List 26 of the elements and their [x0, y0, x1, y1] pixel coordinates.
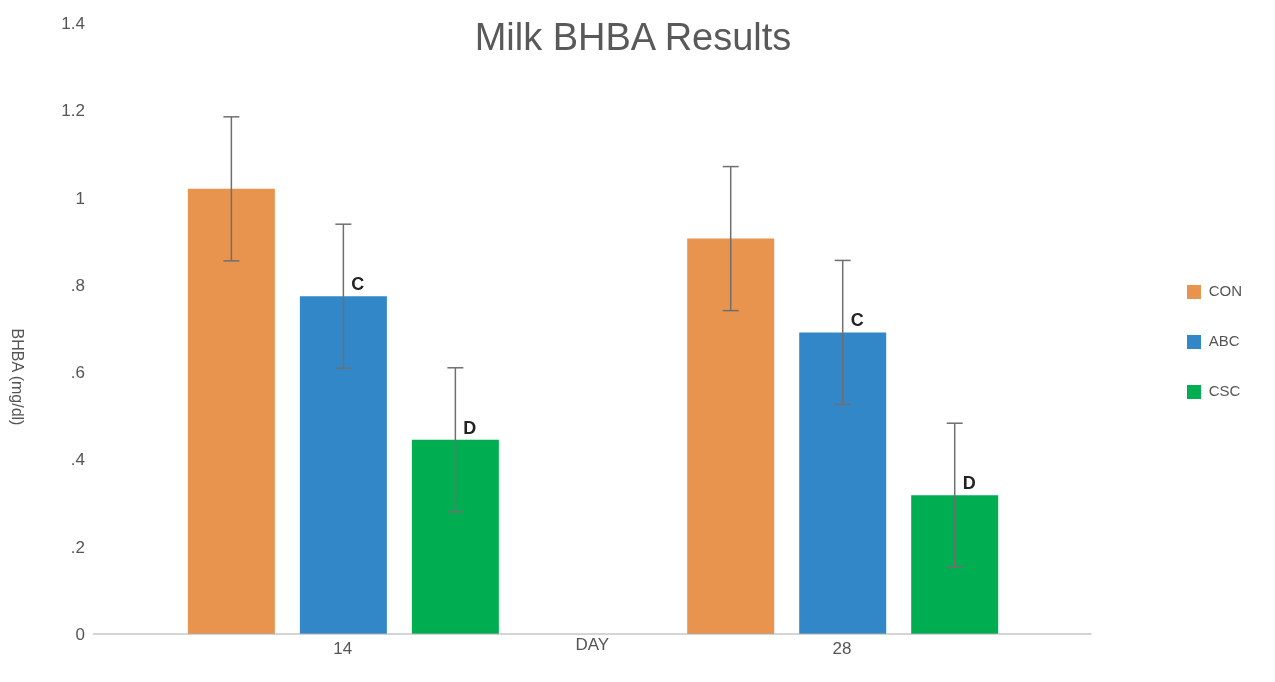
y-tick-label: .2	[70, 537, 85, 557]
y-tick-label: 0	[75, 625, 85, 645]
data-label: D	[463, 417, 477, 438]
y-tick-label: 1.2	[61, 101, 85, 121]
bar	[187, 188, 275, 634]
bar	[799, 332, 887, 634]
x-tick-label: 28	[832, 639, 852, 659]
bar	[411, 439, 499, 634]
data-label: D	[962, 473, 976, 494]
y-tick-label: .6	[70, 363, 85, 383]
bar	[687, 238, 775, 634]
y-tick-label: 1	[75, 188, 85, 208]
x-axis-title: DAY	[575, 635, 610, 655]
bar	[911, 495, 999, 634]
y-tick-label: .4	[70, 450, 85, 470]
x-tick-label: 14	[333, 639, 353, 659]
data-label: C	[850, 310, 864, 331]
legend-label: ABC	[1208, 332, 1240, 349]
data-label: C	[351, 274, 365, 295]
chart-title: Milk BHBA Results	[473, 16, 793, 59]
bar	[299, 296, 387, 634]
legend-label: CSC	[1208, 382, 1241, 399]
y-tick-label: 1.4	[61, 14, 85, 34]
y-tick-label: .8	[70, 275, 85, 295]
y-axis-title: BHBA (mg/dl)	[9, 328, 27, 426]
legend-label: CON	[1208, 282, 1242, 299]
